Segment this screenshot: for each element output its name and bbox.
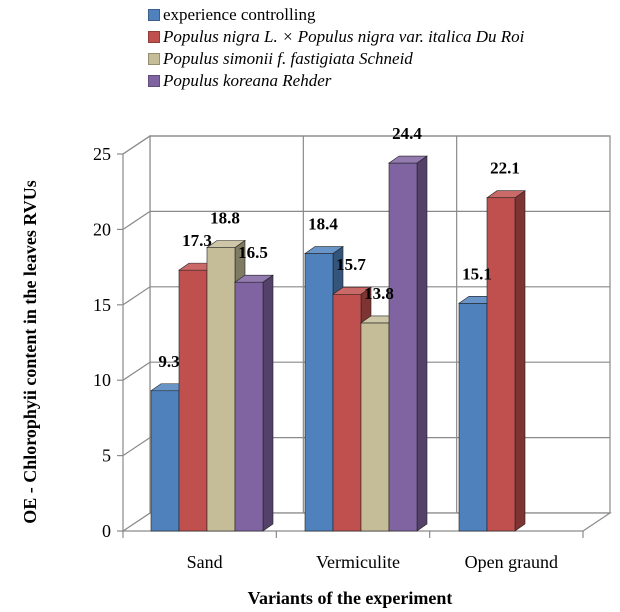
legend-label-populus-nigra: Populus nigra L. × Populus nigra var. it… [163,27,525,46]
data-label: 9.3 [158,352,179,371]
data-label: 24.4 [392,124,422,143]
data-labels: 9.3 17.3 18.8 16.5 18.4 15.7 13.8 24.4 15.1 22.1 [158,124,520,371]
legend-item-populus-nigra: Populus nigra L. × Populus nigra var. it… [148,26,524,48]
bar [234,274,274,532]
bar [388,155,428,532]
legend-swatch-populus-simonii [148,53,160,65]
y-tick-label: 10 [93,370,111,390]
data-label: 16.5 [238,243,268,262]
y-tick-label: 0 [102,521,111,541]
data-label: 18.4 [308,215,338,234]
bar [486,190,526,532]
side-wall [122,134,151,533]
legend-item-control: experience controlling [148,4,524,26]
data-label: 22.1 [490,159,520,178]
x-tick-label: Sand [187,552,223,572]
x-axis-ticks: Sand Vermiculite Open graund [122,531,584,572]
gridlines [122,135,610,513]
y-tick-label: 25 [93,144,111,164]
bars [150,155,526,532]
legend-item-populus-koreana: Populus koreana Rehder [148,70,524,92]
legend-swatch-populus-nigra [148,31,160,43]
data-label: 17.3 [182,231,212,250]
data-label: 15.7 [336,255,366,274]
legend: experience controlling Populus nigra L. … [148,4,524,92]
y-tick-label: 20 [93,219,111,239]
legend-item-populus-simonii: Populus simonii f. fastigiata Schneid [148,48,524,70]
legend-swatch-control [148,9,160,21]
x-axis-label: Variants of the experiment [248,588,453,608]
data-label: 15.1 [462,264,492,283]
legend-label-control: experience controlling [163,5,316,24]
legend-label-populus-koreana: Populus koreana Rehder [163,71,332,90]
y-tick-label: 5 [102,446,111,466]
y-axis-label: OE - Chlorophyii content in the leaves R… [20,180,40,524]
data-label: 18.8 [210,208,240,227]
y-tick-label: 15 [93,295,111,315]
legend-label-populus-simonii: Populus simonii f. fastigiata Schneid [163,49,413,68]
x-tick-label: Vermiculite [316,552,400,572]
y-axis-ticks: 0 5 10 15 20 25 [93,144,123,541]
data-label: 13.8 [364,284,394,303]
legend-swatch-populus-koreana [148,75,160,87]
x-tick-label: Open graund [465,552,558,572]
